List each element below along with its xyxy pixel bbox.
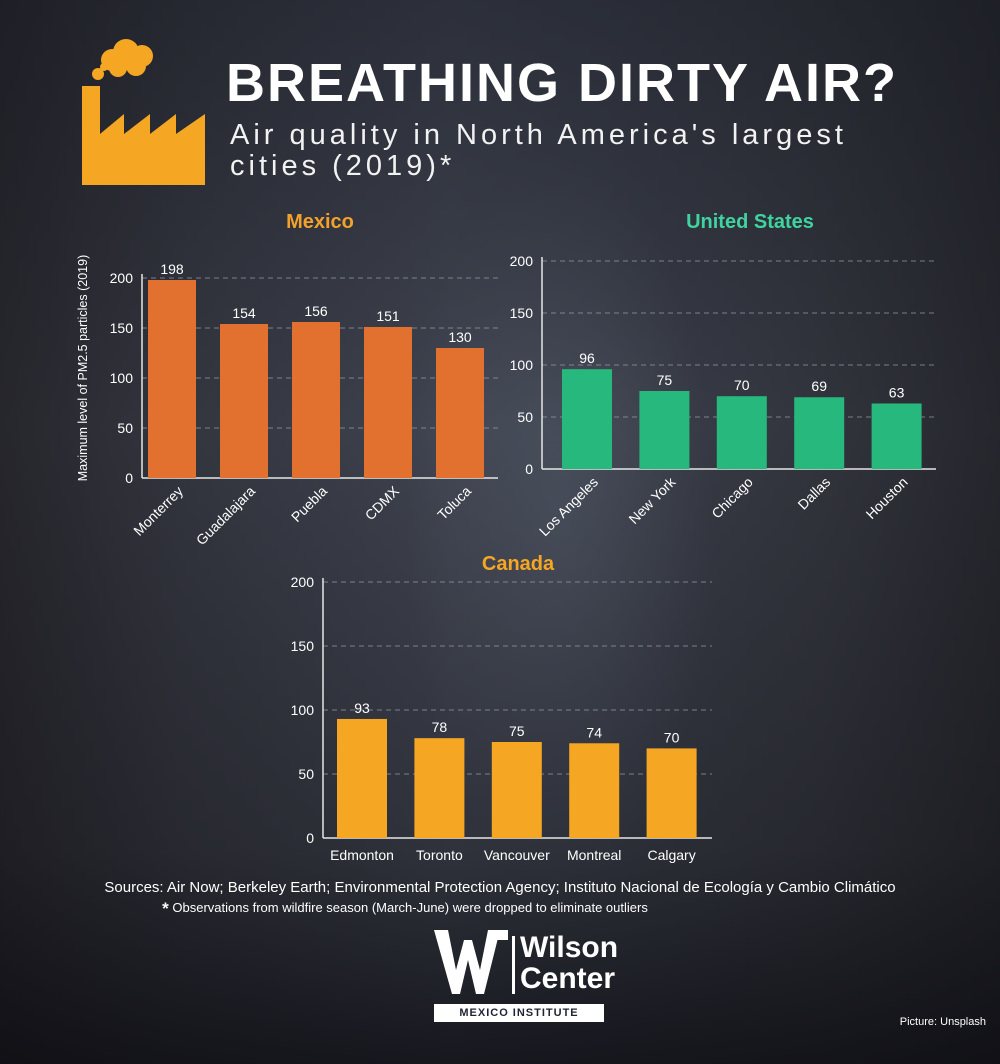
bar-charts: 0 50 100 150 200 198 Monterrey 154 Guadalajara 15… xyxy=(76,253,936,863)
x-tick-label-canada: Calgary xyxy=(647,847,695,863)
logo-institute: MEXICO INSTITUTE xyxy=(434,1004,604,1022)
wilson-center-logo: Wilson Center MEXICO INSTITUTE xyxy=(432,930,618,1024)
y-tick-label-canada: 50 xyxy=(298,766,314,782)
chart-title-canada: Canada xyxy=(481,553,555,575)
data-label-canada: 75 xyxy=(509,723,525,739)
y-tick-label-united-states: 100 xyxy=(510,357,534,373)
y-axis-label-mexico: Maximum level of PM2.5 particles (2019) xyxy=(76,255,90,481)
data-label-mexico: 151 xyxy=(376,308,400,324)
y-tick-label-mexico: 100 xyxy=(110,370,134,386)
x-tick-label-united-states: New York xyxy=(625,473,679,527)
bar-mexico xyxy=(292,322,340,478)
page-subtitle: Air quality in North America's largest c… xyxy=(230,119,847,182)
x-tick-label-canada: Montreal xyxy=(567,847,621,863)
sources-text: Sources: Air Now; Berkeley Earth; Enviro… xyxy=(104,879,896,896)
bar-united-states xyxy=(639,391,690,469)
data-label-united-states: 69 xyxy=(811,378,827,394)
x-tick-label-mexico: Monterrey xyxy=(130,483,186,539)
x-tick-label-united-states: Houston xyxy=(863,474,911,522)
wilson-w-icon xyxy=(434,930,508,994)
x-tick-label-united-states: Chicago xyxy=(708,474,756,522)
bar-mexico xyxy=(436,348,484,478)
y-tick-label-canada: 150 xyxy=(291,638,315,654)
bar-canada xyxy=(414,738,465,838)
data-label-united-states: 96 xyxy=(579,350,595,366)
data-label-canada: 78 xyxy=(432,719,448,735)
bar-united-states xyxy=(562,369,612,469)
page-title: BREATHING DIRTY AIR? xyxy=(226,53,898,113)
bar-canada xyxy=(491,742,542,838)
y-tick-label-united-states: 200 xyxy=(510,253,534,269)
bar-canada xyxy=(569,743,620,838)
y-tick-label-canada: 100 xyxy=(291,702,315,718)
x-tick-label-canada: Edmonton xyxy=(330,847,394,863)
bar-mexico xyxy=(364,327,412,478)
bar-canada xyxy=(337,718,387,838)
data-label-united-states: 63 xyxy=(889,384,905,400)
chart-title-united-states: United States xyxy=(686,211,814,233)
logo-divider xyxy=(512,936,515,994)
bar-canada xyxy=(646,748,697,838)
y-tick-label-mexico: 150 xyxy=(110,320,134,336)
y-tick-label-mexico: 50 xyxy=(117,420,133,436)
x-tick-label-united-states: Dallas xyxy=(794,474,833,513)
data-label-mexico: 198 xyxy=(160,261,184,277)
footnote: * Observations from wildfire season (Mar… xyxy=(0,899,810,919)
data-label-united-states: 75 xyxy=(657,372,673,388)
x-tick-label-mexico: Toluca xyxy=(434,483,474,523)
x-tick-label-canada: Vancouver xyxy=(484,847,550,863)
chart-title-mexico: Mexico xyxy=(286,211,354,233)
footnote-mark: * xyxy=(162,899,169,918)
y-tick-label-canada: 200 xyxy=(291,574,315,590)
picture-credit: Picture: Unsplash xyxy=(899,1016,986,1028)
y-tick-label-mexico: 200 xyxy=(110,270,134,286)
factory-icon xyxy=(82,39,205,185)
bar-united-states xyxy=(716,396,767,469)
x-tick-label-canada: Toronto xyxy=(416,847,463,863)
data-label-mexico: 154 xyxy=(232,305,256,321)
y-tick-label-united-states: 150 xyxy=(510,305,534,321)
data-label-mexico: 156 xyxy=(304,303,328,319)
data-label-mexico: 130 xyxy=(448,329,472,345)
x-tick-label-mexico: Guadalajara xyxy=(193,483,258,548)
bar-mexico xyxy=(148,280,196,478)
logo-name-line2: Center xyxy=(520,962,616,995)
y-tick-label-united-states: 50 xyxy=(517,409,533,425)
y-tick-label-canada: 0 xyxy=(306,830,314,846)
y-tick-label-united-states: 0 xyxy=(525,461,533,477)
y-tick-label-mexico: 0 xyxy=(125,470,133,486)
bar-united-states xyxy=(794,397,845,469)
x-tick-label-united-states: Los Angeles xyxy=(536,474,601,539)
data-label-canada: 74 xyxy=(586,724,602,740)
logo-name-line1: Wilson xyxy=(520,931,619,964)
bar-mexico xyxy=(220,324,268,478)
data-label-united-states: 70 xyxy=(734,377,750,393)
bar-united-states xyxy=(871,403,922,469)
x-tick-label-mexico: Puebla xyxy=(288,483,330,525)
data-label-canada: 93 xyxy=(354,700,370,716)
logo-name: Wilson Center xyxy=(520,932,618,994)
data-label-canada: 70 xyxy=(664,729,680,745)
footnote-text: Observations from wildfire season (March… xyxy=(172,900,648,915)
x-tick-label-mexico: CDMX xyxy=(362,482,403,523)
